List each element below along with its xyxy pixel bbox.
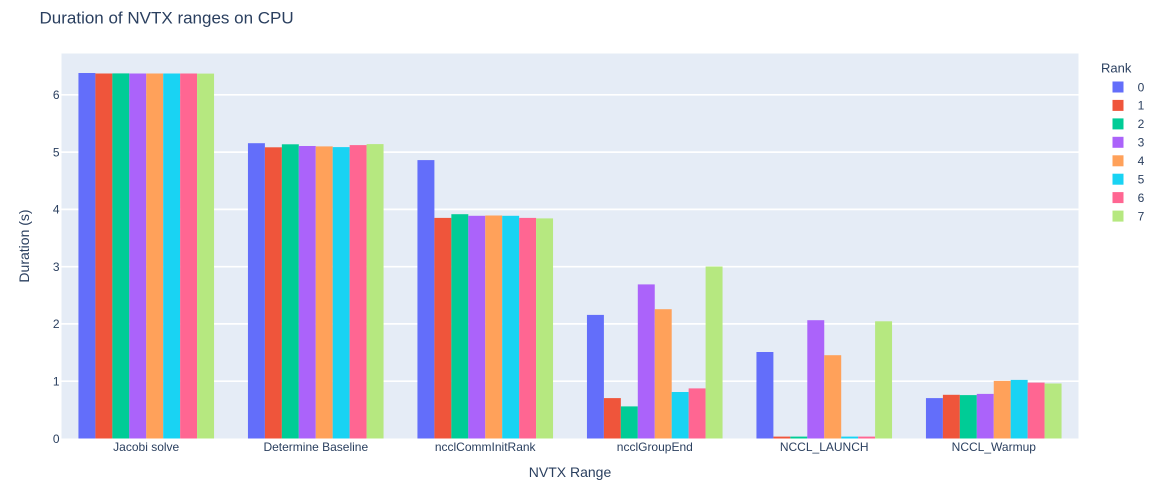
svg-text:5: 5 (53, 145, 60, 159)
svg-text:Jacobi solve: Jacobi solve (113, 440, 179, 454)
svg-text:0: 0 (1138, 80, 1145, 94)
svg-text:Rank: Rank (1101, 60, 1132, 75)
svg-text:4: 4 (53, 203, 60, 217)
svg-text:Determine Baseline: Determine Baseline (263, 440, 368, 454)
svg-text:4: 4 (1138, 154, 1145, 168)
svg-text:ncclCommInitRank: ncclCommInitRank (435, 440, 537, 454)
svg-text:NVTX Range: NVTX Range (529, 464, 612, 480)
svg-text:ncclGroupEnd: ncclGroupEnd (617, 440, 693, 454)
svg-text:1: 1 (53, 375, 60, 389)
svg-text:6: 6 (53, 88, 60, 102)
svg-text:NCCL_Warmup: NCCL_Warmup (952, 440, 1037, 454)
svg-text:3: 3 (53, 260, 60, 274)
svg-text:1: 1 (1138, 99, 1145, 113)
svg-text:2: 2 (53, 317, 60, 331)
svg-text:7: 7 (1138, 209, 1145, 223)
svg-text:Duration of NVTX ranges on CPU: Duration of NVTX ranges on CPU (40, 9, 294, 28)
svg-text:NCCL_LAUNCH: NCCL_LAUNCH (780, 440, 869, 454)
svg-text:5: 5 (1138, 173, 1145, 187)
svg-text:0: 0 (53, 432, 60, 446)
svg-text:2: 2 (1138, 117, 1145, 131)
svg-text:3: 3 (1138, 136, 1145, 150)
svg-text:Duration (s): Duration (s) (16, 209, 32, 282)
svg-text:6: 6 (1138, 191, 1145, 205)
